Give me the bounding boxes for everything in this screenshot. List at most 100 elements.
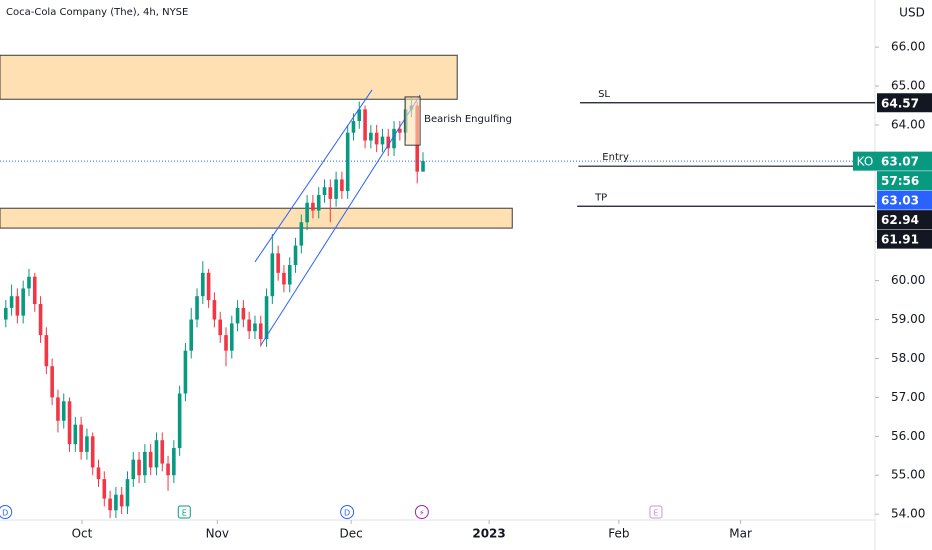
currency: USD: [899, 6, 925, 20]
event-marker: [649, 505, 663, 519]
symbol-box: [853, 151, 877, 171]
candle-body: [177, 393, 182, 448]
event-marker: [340, 505, 355, 519]
candle-body: [183, 350, 188, 394]
y-tick-label: 59.00: [891, 312, 925, 326]
candle-body: [32, 276, 37, 304]
candle-body: [345, 132, 350, 192]
price-label: 63.03: [881, 194, 919, 208]
event-label: ⚡: [419, 509, 425, 518]
price-label-box: [877, 210, 932, 230]
candle-body: [351, 121, 356, 133]
candle-body: [73, 424, 78, 445]
candle-body: [241, 307, 246, 320]
candle-body: [218, 319, 222, 336]
candle-body: [334, 179, 338, 199]
level-label: TP: [594, 192, 607, 203]
candle-body: [166, 463, 170, 476]
price-label: 63.07: [881, 155, 919, 169]
symbol-label: KO: [857, 155, 874, 169]
event-label: D: [2, 509, 8, 518]
candle-body: [287, 265, 292, 285]
x-tick-label: Feb: [608, 527, 629, 541]
candle-body: [3, 307, 8, 320]
y-tick-label: 60.00: [891, 273, 925, 287]
candle-body: [363, 109, 367, 141]
level-label: SL: [598, 89, 610, 100]
candle-body: [119, 494, 124, 507]
channel-line: [260, 94, 421, 346]
price-label: 61.91: [881, 233, 919, 247]
supply-demand-zone: [0, 207, 513, 229]
candle-body: [154, 440, 159, 468]
candle-body: [44, 335, 49, 367]
candle-body: [9, 296, 14, 308]
x-tick-label: Nov: [206, 527, 229, 541]
candle-body: [311, 202, 315, 211]
candle-body: [276, 253, 280, 273]
y-tick-label: 55.00: [891, 468, 925, 482]
candle-body: [380, 136, 385, 145]
candle-body: [15, 296, 20, 316]
candle-body: [299, 222, 304, 246]
candle-body: [201, 272, 205, 297]
event-marker: [177, 505, 191, 519]
pattern-label: Bearish Engulfing: [424, 114, 512, 125]
event-marker: [0, 505, 13, 519]
supply-demand-zone: [0, 54, 458, 100]
candle-body: [195, 296, 199, 320]
candle-body: [235, 307, 240, 324]
channel-line: [254, 89, 373, 263]
candle-body: [108, 498, 112, 511]
price-label-box: [877, 171, 932, 191]
price-label-box: [877, 190, 932, 210]
candle-body: [392, 128, 396, 149]
candle-body: [67, 401, 72, 445]
candle-body: [189, 319, 194, 351]
candle-body: [282, 272, 286, 285]
price-label-box: [877, 151, 932, 171]
candle-body: [114, 494, 118, 511]
candle-body: [369, 132, 373, 141]
x-tick-label: 2023: [472, 527, 505, 541]
x-tick-label: Dec: [340, 527, 363, 541]
candle-body: [253, 323, 257, 332]
event-label: E: [653, 509, 658, 518]
candle-body: [398, 128, 402, 133]
candle-body: [96, 467, 101, 480]
x-tick-label: Oct: [72, 527, 93, 541]
candle-body: [247, 319, 251, 332]
y-tick-label: 58.00: [891, 351, 925, 365]
candle-body: [357, 109, 362, 122]
candle-body: [137, 459, 141, 476]
candle-body: [90, 436, 95, 468]
pattern-box: [404, 96, 421, 146]
candle-body: [421, 161, 425, 172]
candle-body: [143, 451, 147, 476]
price-label: 62.94: [881, 213, 919, 227]
candle-body: [206, 272, 211, 301]
candle-body: [27, 276, 31, 289]
candle-body: [224, 335, 228, 351]
price-label: 64.57: [881, 96, 919, 110]
candle-body: [340, 179, 344, 192]
y-tick-label: 57.00: [891, 390, 925, 404]
candle-body: [160, 440, 165, 464]
candle-body: [305, 202, 309, 223]
candle-body: [264, 296, 269, 340]
y-tick-label: 54.00: [891, 507, 925, 521]
candle-body: [386, 136, 391, 149]
candle-body: [125, 479, 130, 507]
candle-body: [131, 459, 136, 480]
price-label: 57:56: [881, 174, 919, 188]
candle-body: [102, 479, 107, 499]
candle-body: [229, 323, 234, 351]
candle-body: [61, 401, 66, 421]
candle-body: [148, 451, 153, 468]
candle-body: [322, 187, 327, 195]
candle-body: [316, 195, 321, 211]
level-label: Entry: [602, 152, 629, 163]
candle-body: [56, 397, 60, 421]
x-tick-label: Mar: [729, 527, 752, 541]
event-label: D: [344, 509, 350, 518]
